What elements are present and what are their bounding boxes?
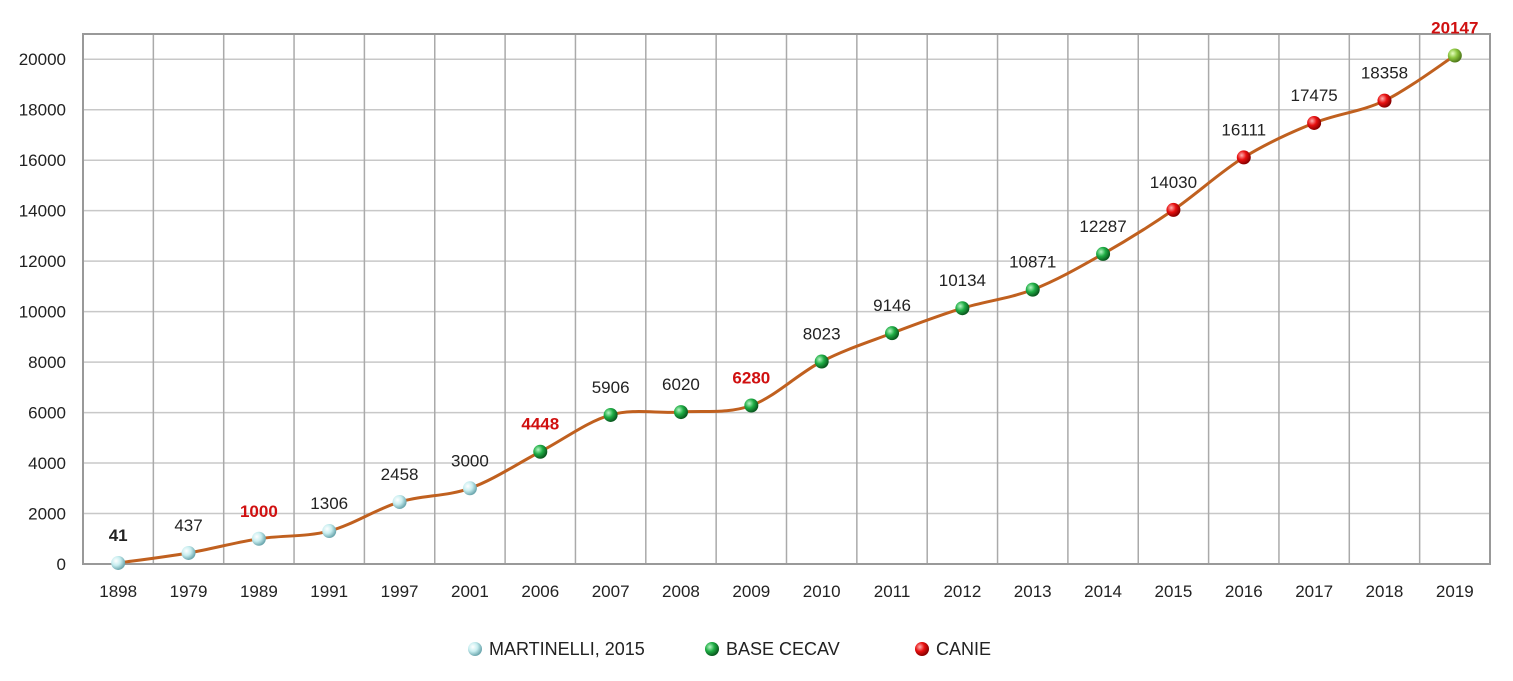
- y-tick-label: 18000: [19, 101, 66, 120]
- data-point-cecav: [814, 354, 829, 369]
- data-label: 16111: [1221, 120, 1266, 139]
- legend-marker-canie: [915, 642, 929, 656]
- data-point-canie: [1236, 150, 1251, 165]
- data-label: 1000: [240, 502, 278, 521]
- data-label: 2458: [381, 465, 419, 484]
- legend-marker-martinelli: [468, 642, 482, 656]
- x-tick-label: 2006: [521, 582, 559, 601]
- x-tick-label: 1997: [381, 582, 419, 601]
- data-point-martinelli: [111, 555, 126, 570]
- data-point-martinelli: [322, 524, 337, 539]
- data-point-martinelli: [181, 545, 196, 560]
- data-label: 14030: [1150, 173, 1197, 192]
- x-tick-label: 2019: [1436, 582, 1474, 601]
- data-label: 12287: [1079, 217, 1126, 236]
- legend-label: MARTINELLI, 2015: [489, 639, 645, 659]
- y-tick-label: 12000: [19, 252, 66, 271]
- data-point-cecav: [1025, 282, 1040, 297]
- x-tick-label: 1898: [99, 582, 137, 601]
- plot-border: [82, 33, 1491, 565]
- y-tick-label: 20000: [19, 50, 66, 69]
- data-point-cecav: [673, 405, 688, 420]
- data-label: 10134: [939, 271, 986, 290]
- x-tick-label: 2007: [592, 582, 630, 601]
- data-point-cecav: [603, 407, 618, 422]
- data-point-martinelli: [251, 531, 266, 546]
- data-point-canie: [1307, 115, 1322, 130]
- x-tick-label: 1989: [240, 582, 278, 601]
- data-label: 10871: [1009, 253, 1056, 272]
- y-tick-label: 14000: [19, 202, 66, 221]
- data-label: 437: [174, 516, 202, 535]
- data-point-martinelli: [392, 494, 407, 509]
- y-tick-label: 2000: [28, 505, 66, 524]
- grid: [82, 33, 1491, 565]
- data-label: 1306: [310, 494, 348, 513]
- x-tick-label: 1991: [310, 582, 348, 601]
- data-label: 6020: [662, 375, 700, 394]
- data-point-canie: [1166, 202, 1181, 217]
- legend-label: CANIE: [936, 639, 991, 659]
- y-tick-label: 10000: [19, 303, 66, 322]
- data-point-latest: [1447, 48, 1462, 63]
- data-point-martinelli: [462, 481, 477, 496]
- y-tick-label: 4000: [28, 454, 66, 473]
- y-tick-label: 6000: [28, 404, 66, 423]
- data-point-cecav: [533, 444, 548, 459]
- x-tick-label: 2012: [943, 582, 981, 601]
- y-axis: 0 2000 4000 6000 8000 10000 12000 14000 16000 180…: [19, 50, 66, 574]
- data-label: 41: [109, 526, 128, 545]
- x-axis: 1898 1979 1989 1991 1997 2001 2006 2007 2008 2009…: [99, 582, 1473, 601]
- x-tick-label: 2008: [662, 582, 700, 601]
- x-tick-label: 2015: [1155, 582, 1193, 601]
- data-labels: 41 437 1000 1306 2458 3000 4448 5906 6020 6280 802…: [109, 19, 1479, 545]
- x-tick-label: 2016: [1225, 582, 1263, 601]
- x-tick-label: 2014: [1084, 582, 1122, 601]
- legend-marker-cecav: [705, 642, 719, 656]
- x-tick-label: 2017: [1295, 582, 1333, 601]
- data-label: 6280: [732, 369, 770, 388]
- legend: MARTINELLI, 2015 BASE CECAV CANIE: [468, 639, 991, 659]
- data-points: [111, 48, 1462, 570]
- data-label: 20147: [1431, 19, 1478, 38]
- data-label: 8023: [803, 325, 841, 344]
- y-tick-label: 8000: [28, 353, 66, 372]
- y-tick-label: 0: [57, 555, 66, 574]
- x-tick-label: 2011: [874, 582, 911, 601]
- x-tick-label: 2013: [1014, 582, 1052, 601]
- data-label: 4448: [521, 415, 559, 434]
- data-label: 18358: [1361, 64, 1408, 83]
- x-tick-label: 1979: [170, 582, 208, 601]
- data-label: 5906: [592, 378, 630, 397]
- x-tick-label: 2010: [803, 582, 841, 601]
- data-point-cecav: [955, 301, 970, 316]
- data-label: 9146: [873, 296, 911, 315]
- data-label: 17475: [1290, 86, 1337, 105]
- data-point-cecav: [885, 326, 900, 341]
- x-tick-label: 2009: [732, 582, 770, 601]
- data-point-cecav: [744, 398, 759, 413]
- data-label: 3000: [451, 451, 489, 470]
- data-point-cecav: [1096, 246, 1111, 261]
- x-tick-label: 2001: [451, 582, 489, 601]
- data-point-canie: [1377, 93, 1392, 108]
- y-tick-label: 16000: [19, 151, 66, 170]
- x-tick-label: 2018: [1366, 582, 1404, 601]
- legend-label: BASE CECAV: [726, 639, 840, 659]
